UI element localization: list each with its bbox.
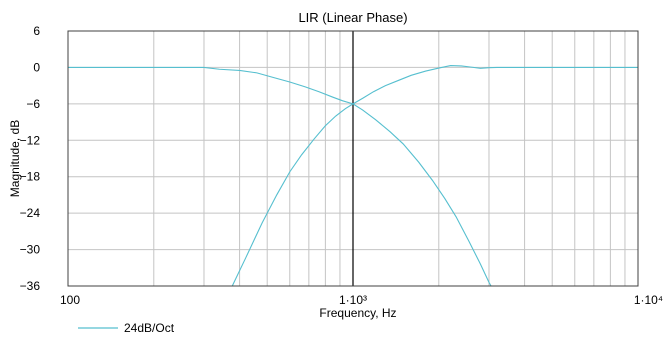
x-tick-label: 1·10⁴ xyxy=(634,293,663,307)
plot-border xyxy=(67,30,639,287)
y-tick-label: 0 xyxy=(33,60,40,74)
series-line-2 xyxy=(231,65,638,287)
x-tick-label: 100 xyxy=(60,293,80,307)
x-axis-label: Frequency, Hz xyxy=(319,306,396,320)
y-tick-label: −18 xyxy=(20,170,41,184)
y-tick-label: −12 xyxy=(20,133,41,147)
y-axis-label: Magnitude, dB xyxy=(8,120,22,197)
y-tick-label: −36 xyxy=(20,279,41,293)
y-tick-label: −24 xyxy=(20,206,41,220)
legend-entry: 24dB/Oct xyxy=(124,321,175,335)
chart-title: LIR (Linear Phase) xyxy=(298,10,407,25)
y-tick-label: −6 xyxy=(26,97,40,111)
x-tick-label: 1·10³ xyxy=(339,293,367,307)
y-tick-label: 6 xyxy=(33,24,40,38)
y-tick-label: −30 xyxy=(20,243,41,257)
